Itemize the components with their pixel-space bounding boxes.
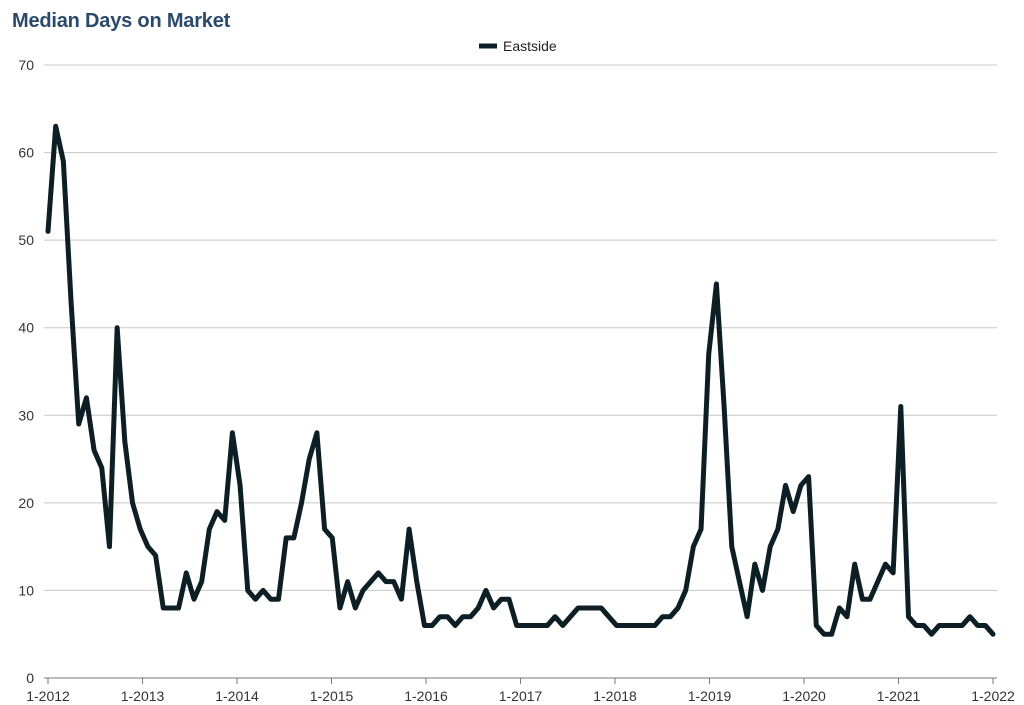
series-layer [45,123,996,637]
legend-label-eastside: Eastside [503,38,557,54]
x-tick-label: 1-2021 [877,688,921,704]
x-tick-label: 1-2022 [971,688,1015,704]
chart-title: Median Days on Market [12,10,231,32]
y-tick-label: 0 [26,670,34,686]
y-tick-label: 70 [18,57,34,73]
x-tick-label: 1-2019 [688,688,732,704]
y-tick-label: 50 [18,232,34,248]
gridlines [44,64,997,679]
y-tick-label: 60 [18,145,34,161]
series-line-eastside [45,123,996,637]
x-tick-label: 1-2020 [782,688,826,704]
legend: Eastside [479,38,557,54]
y-tick-label: 30 [18,407,34,423]
x-tick-label: 1-2015 [310,688,354,704]
x-tick-label: 1-2014 [215,688,259,704]
x-tick-label: 1-2013 [121,688,165,704]
x-tick-label: 1-2012 [26,688,70,704]
x-axis-ticks: 1-2012 1-2013 1-2014 1-2015 1-2016 1-2017 1-20… [26,678,1015,704]
x-tick-label: 1-2018 [593,688,637,704]
y-tick-label: 10 [18,582,34,598]
x-tick-label: 1-2016 [404,688,448,704]
y-tick-label: 40 [18,320,34,336]
y-axis-ticks: 0 10 20 30 40 50 60 70 [18,57,34,686]
y-tick-label: 20 [18,495,34,511]
x-tick-label: 1-2017 [499,688,543,704]
